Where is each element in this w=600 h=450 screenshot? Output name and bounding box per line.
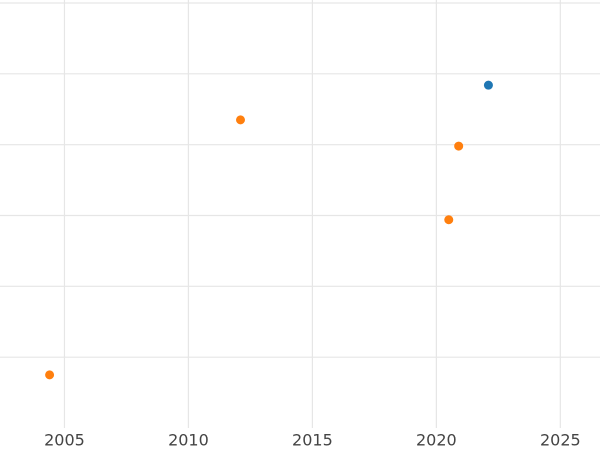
x-tick-label: 2015 (292, 431, 333, 450)
x-tick-label: 2025 (540, 431, 581, 450)
x-tick-label: 2010 (168, 431, 209, 450)
point (454, 141, 464, 151)
x-tick-label: 2020 (416, 431, 457, 450)
x-tick-label: 2005 (44, 431, 85, 450)
point (235, 115, 245, 125)
point (45, 370, 55, 380)
point (444, 215, 454, 225)
point (483, 80, 493, 90)
